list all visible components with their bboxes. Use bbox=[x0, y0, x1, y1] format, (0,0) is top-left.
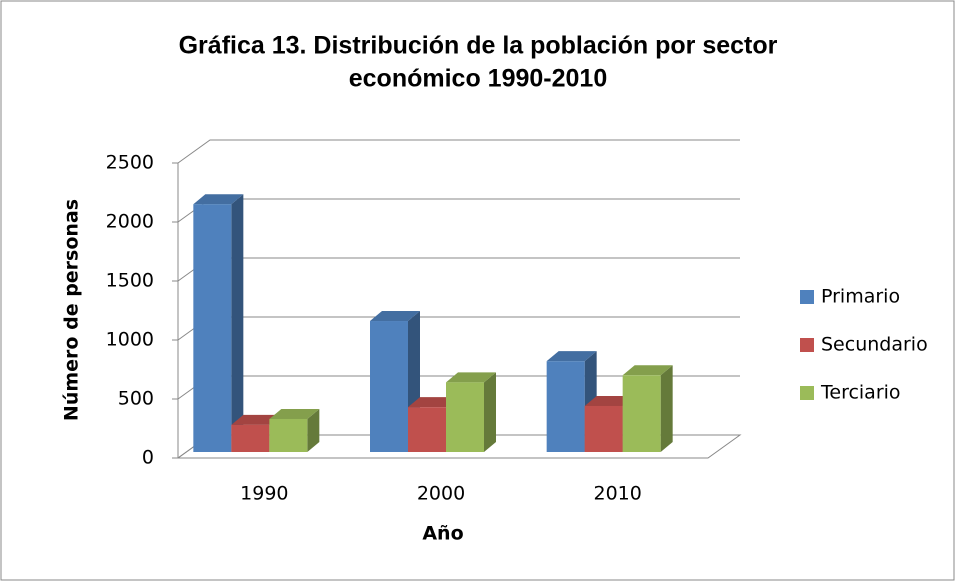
bar-top bbox=[269, 408, 320, 419]
bar bbox=[269, 418, 308, 452]
bar bbox=[231, 424, 270, 452]
bar-top bbox=[231, 414, 282, 425]
chart-title: Gráfica 13. Distribución de la población… bbox=[179, 32, 778, 60]
bar-top bbox=[546, 351, 597, 362]
chart-title: económico 1990-2010 bbox=[349, 65, 607, 93]
x-tick-label: 1990 bbox=[240, 483, 288, 505]
legend-swatch bbox=[800, 338, 814, 352]
y-tick-label: 1000 bbox=[106, 329, 154, 351]
bar-side bbox=[660, 365, 673, 452]
bar-top bbox=[622, 365, 673, 376]
legend-swatch bbox=[800, 386, 814, 400]
bar bbox=[193, 204, 232, 452]
bar-top bbox=[408, 397, 458, 408]
y-tick-label: 1500 bbox=[106, 270, 154, 292]
bar bbox=[446, 382, 484, 452]
bar-top bbox=[193, 194, 244, 205]
bar bbox=[546, 361, 585, 452]
y-tick-label: 2000 bbox=[106, 211, 154, 233]
y-tick-label: 0 bbox=[142, 447, 154, 469]
bar bbox=[584, 405, 623, 452]
bar-side bbox=[307, 408, 320, 452]
bar-side bbox=[484, 372, 496, 452]
bar-top bbox=[584, 395, 635, 406]
bar-top bbox=[370, 311, 420, 322]
bar bbox=[370, 321, 408, 452]
bar-top bbox=[446, 372, 496, 383]
legend-swatch bbox=[800, 290, 814, 304]
legend-label: Terciario bbox=[820, 382, 901, 404]
grid-line bbox=[177, 139, 740, 164]
bar bbox=[408, 407, 446, 452]
legend-label: Primario bbox=[821, 286, 900, 308]
y-axis-title: Número de personas bbox=[61, 199, 83, 421]
legend-label: Secundario bbox=[821, 334, 928, 356]
bar bbox=[622, 375, 661, 452]
y-tick-label: 2500 bbox=[106, 152, 154, 174]
bar-side bbox=[231, 194, 244, 452]
x-tick-label: 2010 bbox=[593, 483, 641, 505]
y-tick-label: 500 bbox=[118, 388, 154, 410]
x-tick-label: 2000 bbox=[417, 483, 465, 505]
x-axis-title: Año bbox=[422, 523, 463, 545]
